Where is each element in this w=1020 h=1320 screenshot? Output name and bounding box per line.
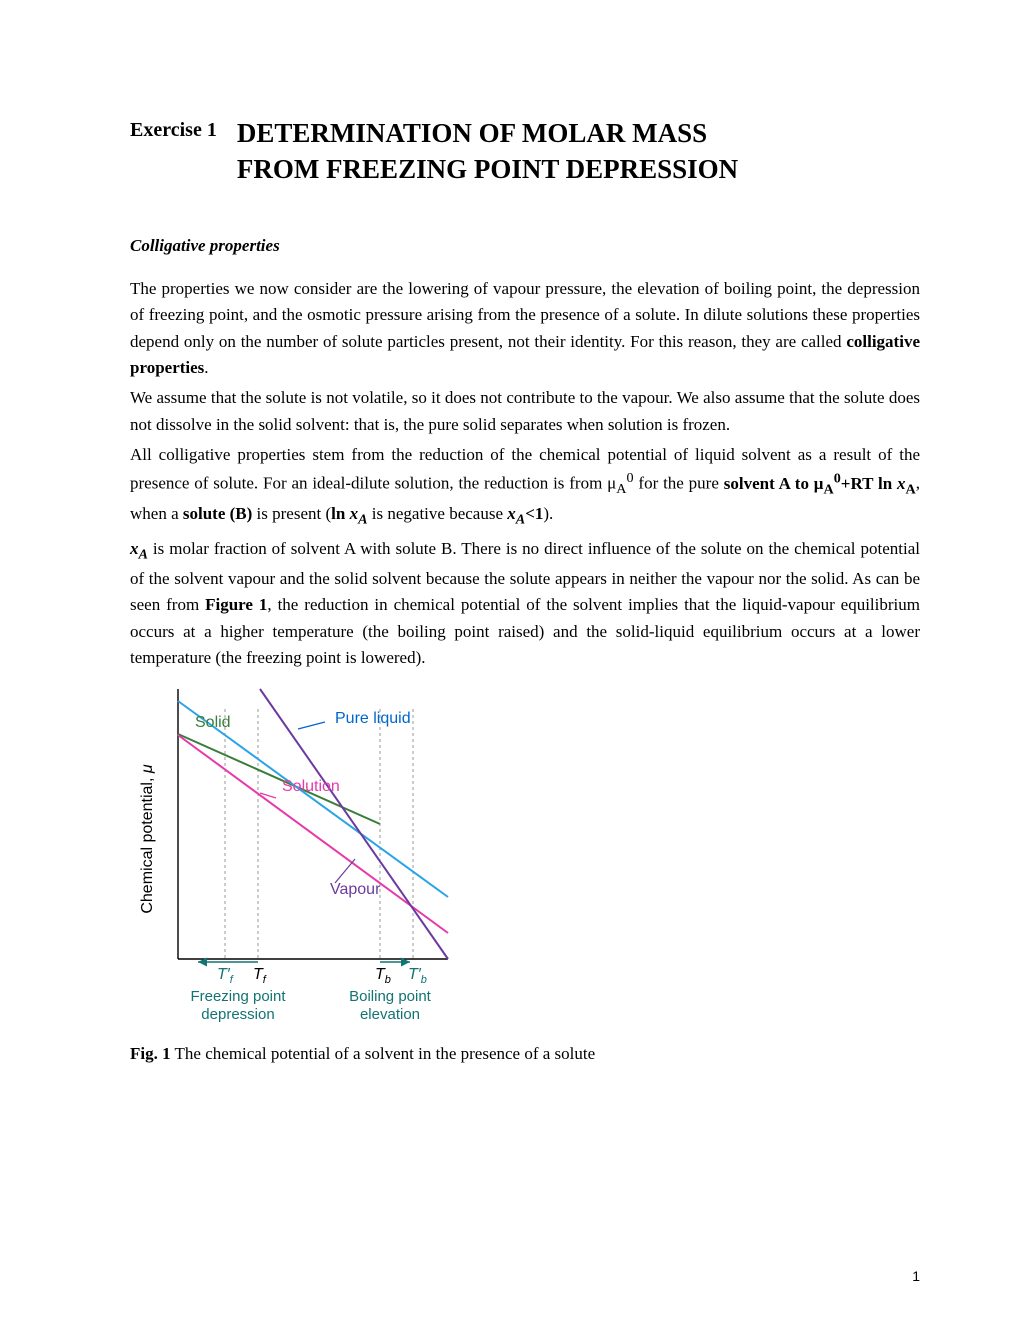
svg-text:Chemical potential, μ: Chemical potential, μ — [139, 764, 156, 914]
svg-text:Pure liquid: Pure liquid — [335, 710, 411, 727]
paragraph-2: We assume that the solute is not volatil… — [130, 385, 920, 438]
paragraph-3: All colligative properties stem from the… — [130, 442, 920, 532]
title-line-1: DETERMINATION OF MOLAR MASS — [237, 118, 707, 148]
svg-text:Freezing point: Freezing point — [190, 988, 286, 1005]
paragraph-1: The properties we now consider are the l… — [130, 276, 920, 381]
svg-text:T′f: T′f — [217, 966, 234, 986]
title-block: Exercise 1 DETERMINATION OF MOLAR MASS F… — [130, 115, 920, 188]
svg-text:Tb: Tb — [375, 966, 391, 986]
exercise-label: Exercise 1 — [130, 115, 217, 142]
section-subtitle: Colligative properties — [130, 236, 920, 256]
main-title: DETERMINATION OF MOLAR MASS FROM FREEZIN… — [237, 115, 738, 188]
svg-text:Tf: Tf — [253, 966, 267, 986]
svg-text:Solid: Solid — [195, 714, 231, 731]
paragraph-4: xA is molar fraction of solvent A with s… — [130, 536, 920, 672]
chemical-potential-chart: Chemical potential, μ Solid Pure liquid Sol… — [130, 679, 460, 1029]
svg-text:T′b: T′b — [408, 966, 427, 986]
svg-text:elevation: elevation — [360, 1006, 420, 1023]
svg-text:depression: depression — [201, 1006, 274, 1023]
page-number: 1 — [912, 1268, 920, 1284]
svg-text:Solution: Solution — [282, 778, 340, 795]
svg-text:Vapour: Vapour — [330, 881, 381, 898]
title-line-2: FROM FREEZING POINT DEPRESSION — [237, 154, 738, 184]
figure-caption: Fig. 1 The chemical potential of a solve… — [130, 1044, 920, 1064]
svg-text:Boiling point: Boiling point — [349, 988, 432, 1005]
figure-1: Chemical potential, μ Solid Pure liquid Sol… — [130, 679, 920, 1034]
